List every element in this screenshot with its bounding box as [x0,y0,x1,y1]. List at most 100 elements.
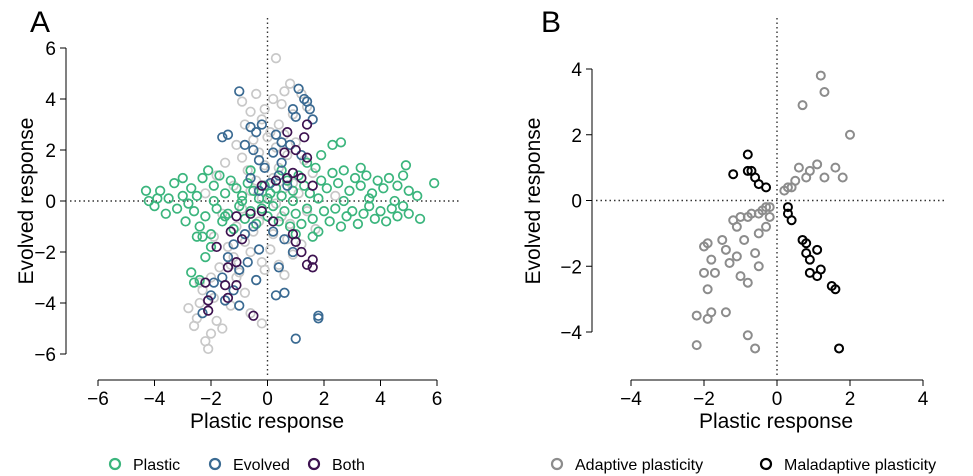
panel-a-point-both [203,295,214,306]
panel-a-point-plastic [352,218,364,230]
panel-b-point-adaptive-plasticity [742,277,753,288]
panel-a-point-evolved [245,121,256,133]
panel-b-point-adaptive-plasticity [819,87,830,98]
panel-a-point-evolved [251,126,262,138]
panel-b-point-adaptive-plasticity [717,234,728,245]
panel-a-point-background [231,221,242,232]
panel-a-point-plastic [414,213,426,225]
panel-a-point-plastic [375,206,386,217]
panel-a-point-plastic [188,277,200,288]
panel-a-point-background [200,188,211,199]
panel-b-point-adaptive-plasticity [720,244,731,255]
panel-a-point-background [270,198,282,209]
panel-a-point-plastic [307,231,318,242]
panel-b-point-adaptive-plasticity [706,254,717,265]
panel-a-point-plastic [287,185,299,196]
panel-a-point-both [301,152,313,163]
panel-a-point-background [239,287,251,298]
panel-a-point-background [222,241,234,253]
panel-b-point-maladaptive-plasticity [761,182,772,193]
panel-a-point-evolved [228,285,239,296]
panel-a-point-plastic [330,203,341,214]
panel-b-point-maladaptive-plasticity [728,169,739,180]
panel-a-reference-lines [70,18,461,376]
panel-b-point-adaptive-plasticity [735,211,746,222]
panel-a-point-evolved [290,333,301,344]
panel-a-point-both [290,236,301,247]
panel-a-point-both [248,310,259,321]
panel-a-point-plastic [307,213,318,225]
panel-a-point-plastic [290,208,301,219]
panel-a-point-both [279,147,290,158]
panel-a-point-plastic [403,185,414,196]
panel-a-point-both [282,126,293,138]
panel-a-point-plastic [268,200,279,212]
panel-a-point-plastic [338,195,349,207]
panel-b-point-adaptive-plasticity [731,221,742,232]
panel-a-point-evolved [282,180,293,191]
panel-a-point-plastic [276,190,287,202]
panel-a-point-evolved [197,308,208,319]
panel-a-point-evolved [276,157,287,168]
panel-a-point-background [293,188,304,199]
panel-a-point-background [228,180,239,191]
panel-b-x-axis-title: Plastic response [699,410,853,433]
panel-b-point-adaptive-plasticity [750,248,761,259]
panel-a-y-tick-label: 0 [45,192,56,213]
panel-a-point-evolved [304,104,316,115]
panel-b-point-maladaptive-plasticity [812,244,823,255]
panel-a-point-background [268,93,279,105]
panel-a-point-plastic [191,190,203,202]
panel-a-point-plastic [383,172,395,184]
panel-a-point-plastic [327,139,338,151]
panel-b-point-maladaptive-plasticity [830,284,841,295]
panel-a-point-plastic [313,193,324,204]
panel-a-point-plastic [429,177,440,189]
panel-a-legend-marker-both [307,457,321,471]
panel-a-legend: Plastic Evolved Both [108,457,365,474]
panel-a-point-both [222,292,234,304]
panel-a-point-background [276,98,287,110]
panel-a-point-evolved [248,221,259,232]
panel-a-point-evolved [268,226,279,237]
panel-a-point-both [296,172,307,184]
panel-b-point-adaptive-plasticity [691,340,702,351]
panel-a-point-plastic [364,200,375,212]
panel-a-point-evolved [313,313,324,324]
panel-b-x-tick-label: 2 [845,389,856,410]
panel-a-point-plastic [344,185,355,196]
panel-b-series-maladaptive-plasticity [728,149,845,354]
panel-a-point-plastic [217,216,228,227]
panel-a-point-plastic [335,137,347,148]
panel-b-y-tick-label: −2 [560,257,582,278]
panel-a-point-background [253,147,265,158]
panel-a-point-plastic [318,206,330,217]
panel-b-point-adaptive-plasticity [819,172,830,183]
panel-a-x-tick-label: 4 [375,389,386,410]
panel-a-points [140,53,440,355]
panel-a-point-background [265,244,276,255]
panel-a-point-evolved [268,147,279,158]
panel-a-point-plastic [276,165,287,176]
panel-a-point-plastic [364,193,375,204]
panel-a-point-plastic [231,183,242,194]
panel-a-x-tick-label: 2 [319,389,330,410]
panel-b-point-adaptive-plasticity [699,241,709,252]
panel-a-point-background [279,86,290,97]
panel-a-point-evolved [253,244,265,255]
panel-a-point-both [231,257,242,268]
panel-a-point-plastic [378,183,389,194]
panel-a-point-evolved [273,262,284,273]
panel-a-point-background [276,211,287,222]
panel-b-point-adaptive-plasticity [797,100,808,111]
panel-b-point-adaptive-plasticity [761,221,772,232]
panel-a-point-both [282,172,293,184]
panel-a-point-plastic [262,211,273,222]
panel-a-point-plastic [296,218,307,230]
panel-a-point-background [188,320,200,332]
panel-a-point-background [279,269,290,281]
panel-a-point-background [282,149,293,161]
panel-a-point-plastic [194,274,205,286]
panel-a-point-both [301,119,313,130]
